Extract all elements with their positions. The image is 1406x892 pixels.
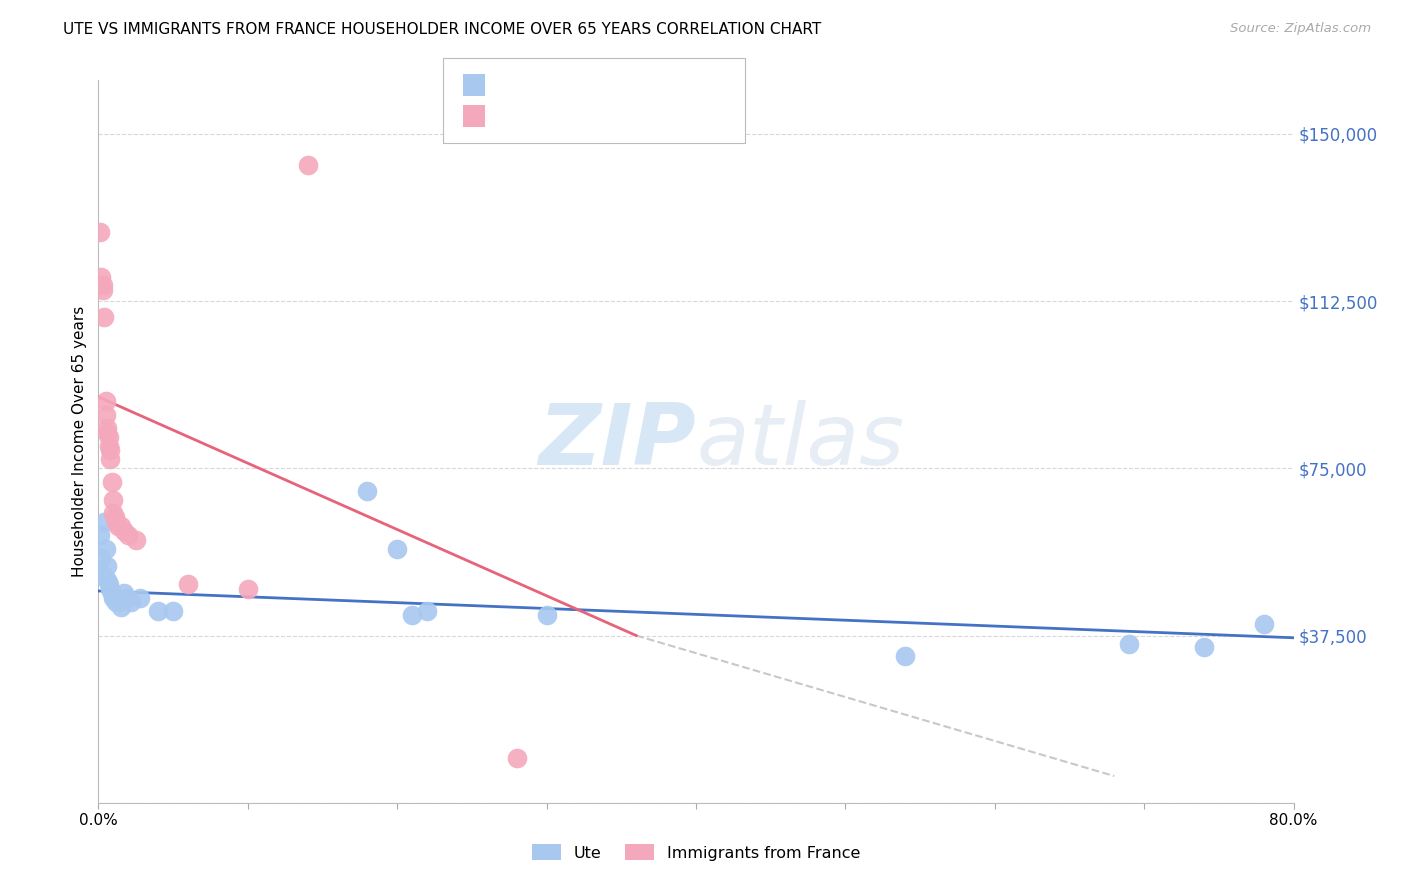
Point	[107, 519, 129, 533]
Text: 25: 25	[631, 109, 652, 123]
Point	[162, 604, 184, 618]
Point	[385, 541, 409, 556]
Point	[236, 582, 259, 596]
Text: atlas: atlas	[696, 400, 904, 483]
Point	[97, 577, 120, 591]
Point	[536, 608, 558, 623]
Point	[105, 515, 128, 529]
Text: 22: 22	[631, 78, 652, 92]
Point	[112, 586, 135, 600]
Point	[356, 483, 378, 498]
Point	[103, 506, 125, 520]
Point	[112, 524, 135, 538]
Point	[101, 586, 124, 600]
Text: -0.355: -0.355	[526, 78, 581, 92]
Point	[101, 475, 124, 489]
Text: ZIP: ZIP	[538, 400, 696, 483]
Point	[94, 541, 117, 556]
Point	[125, 533, 148, 547]
Point	[94, 394, 117, 409]
Point	[148, 604, 170, 618]
Text: R =: R =	[496, 78, 530, 92]
Text: R =: R =	[496, 109, 530, 123]
Point	[93, 515, 115, 529]
Point	[96, 559, 118, 574]
Text: -0.315: -0.315	[526, 109, 581, 123]
Point	[103, 492, 125, 507]
Point	[103, 591, 125, 605]
Point	[89, 528, 111, 542]
Legend: Ute, Immigrants from France: Ute, Immigrants from France	[526, 838, 866, 867]
Point	[98, 582, 122, 596]
Point	[1253, 617, 1275, 632]
Point	[94, 408, 117, 422]
Text: N =: N =	[592, 109, 640, 123]
Y-axis label: Householder Income Over 65 years: Householder Income Over 65 years	[72, 306, 87, 577]
Point	[97, 430, 120, 444]
Point	[98, 443, 122, 458]
Point	[104, 510, 127, 524]
Point	[108, 595, 131, 609]
Point	[129, 591, 152, 605]
Point	[115, 591, 138, 605]
Point	[90, 269, 112, 284]
Point	[90, 550, 112, 565]
Point	[177, 577, 200, 591]
Point	[98, 452, 122, 467]
Point	[120, 595, 142, 609]
Point	[110, 599, 132, 614]
Point	[91, 568, 114, 582]
Point	[93, 310, 115, 324]
Point	[105, 595, 128, 609]
Point	[110, 519, 132, 533]
Point	[894, 648, 917, 663]
Point	[89, 225, 111, 239]
Point	[91, 283, 114, 297]
Point	[1192, 640, 1215, 654]
Text: UTE VS IMMIGRANTS FROM FRANCE HOUSEHOLDER INCOME OVER 65 YEARS CORRELATION CHART: UTE VS IMMIGRANTS FROM FRANCE HOUSEHOLDE…	[63, 22, 821, 37]
Text: Source: ZipAtlas.com: Source: ZipAtlas.com	[1230, 22, 1371, 36]
Point	[297, 158, 319, 172]
Point	[117, 528, 139, 542]
Point	[91, 278, 114, 293]
Text: N =: N =	[592, 78, 640, 92]
Point	[96, 421, 118, 435]
Point	[416, 604, 439, 618]
Point	[97, 439, 120, 453]
Point	[96, 573, 118, 587]
Point	[104, 591, 127, 605]
Point	[506, 751, 529, 765]
Point	[96, 425, 118, 440]
Point	[1118, 637, 1140, 651]
Point	[401, 608, 423, 623]
